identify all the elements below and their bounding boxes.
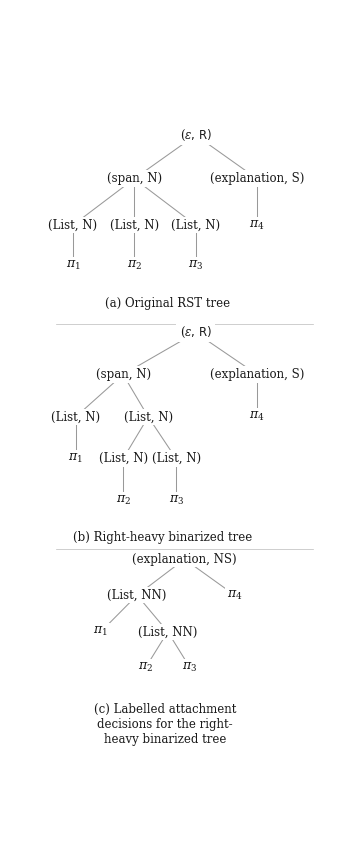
Text: $\pi_2$: $\pi_2$	[127, 260, 142, 273]
Text: (explanation, NS): (explanation, NS)	[132, 553, 237, 566]
Text: $\pi_2$: $\pi_2$	[116, 494, 131, 507]
Text: (List, N): (List, N)	[124, 410, 173, 423]
Text: $\pi_2$: $\pi_2$	[127, 260, 141, 273]
Text: (a) Original RST tree: (a) Original RST tree	[105, 297, 230, 310]
Text: (List, N): (List, N)	[110, 218, 159, 231]
Text: (span, N): (span, N)	[107, 172, 162, 185]
Text: (List, N): (List, N)	[51, 410, 100, 423]
Text: $\pi_2$: $\pi_2$	[138, 661, 153, 674]
Text: $\pi_3$: $\pi_3$	[183, 661, 197, 674]
Text: $\pi_1$: $\pi_1$	[94, 625, 108, 638]
Text: $\pi_4$: $\pi_4$	[250, 410, 264, 423]
Text: $\pi_3$: $\pi_3$	[183, 661, 198, 674]
Text: $\pi_4$: $\pi_4$	[249, 410, 265, 423]
Text: $(\epsilon$, R): $(\epsilon$, R)	[180, 127, 212, 143]
Text: $(\epsilon$, R): $(\epsilon$, R)	[180, 325, 212, 341]
Text: $\pi_1$: $\pi_1$	[66, 260, 80, 273]
Text: (c) Labelled attachment: (c) Labelled attachment	[94, 703, 236, 716]
Text: (explanation, S): (explanation, S)	[210, 172, 304, 185]
Text: (List, N): (List, N)	[171, 218, 220, 231]
Text: (span, N): (span, N)	[95, 368, 151, 381]
Text: (List, N): (List, N)	[48, 218, 98, 231]
Text: $\pi_3$: $\pi_3$	[188, 260, 203, 273]
Text: $\pi_2$: $\pi_2$	[116, 494, 130, 507]
Text: $\pi_1$: $\pi_1$	[69, 452, 82, 465]
Text: $\pi_4$: $\pi_4$	[249, 218, 265, 231]
Text: $\pi_3$: $\pi_3$	[189, 260, 202, 273]
Text: $\pi_2$: $\pi_2$	[139, 661, 152, 674]
Text: $(\epsilon$, R): $(\epsilon$, R)	[178, 325, 213, 341]
Text: $\pi_1$: $\pi_1$	[94, 625, 108, 638]
Text: (b) Right-heavy binarized tree: (b) Right-heavy binarized tree	[73, 531, 252, 544]
Text: $\pi_1$: $\pi_1$	[66, 260, 80, 273]
Text: $(\epsilon$, R): $(\epsilon$, R)	[179, 127, 212, 143]
Text: $\pi_1$: $\pi_1$	[68, 452, 83, 465]
Text: (explanation, S): (explanation, S)	[210, 368, 304, 381]
Text: heavy binarized tree: heavy binarized tree	[104, 733, 226, 746]
Text: (List, N): (List, N)	[152, 452, 201, 465]
Text: $(\epsilon$, R): $(\epsilon$, R)	[179, 325, 212, 341]
Text: $\pi_3$: $\pi_3$	[168, 494, 184, 507]
Text: (List, NN): (List, NN)	[107, 589, 167, 602]
Text: $(\epsilon$, R): $(\epsilon$, R)	[178, 127, 213, 143]
Text: $\pi_4$: $\pi_4$	[227, 588, 243, 602]
Text: $\pi_4$: $\pi_4$	[228, 588, 242, 602]
Text: (List, NN): (List, NN)	[138, 625, 197, 638]
Text: $\pi_4$: $\pi_4$	[250, 218, 264, 231]
Text: $\pi_3$: $\pi_3$	[169, 494, 183, 507]
Text: decisions for the right-: decisions for the right-	[97, 718, 233, 731]
Text: (List, N): (List, N)	[99, 452, 148, 465]
